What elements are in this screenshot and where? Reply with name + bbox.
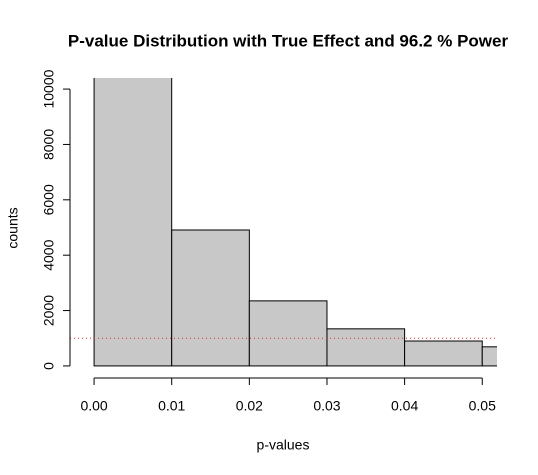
- bar: [326, 328, 406, 367]
- bar: [481, 346, 497, 367]
- plot-area: [93, 78, 497, 367]
- x-tick-label: 0.00: [80, 398, 107, 414]
- chart-title: P-value Distribution with True Effect an…: [68, 31, 509, 50]
- x-tick-label: 0.01: [158, 398, 185, 414]
- y-tick-label: 6000: [41, 184, 57, 215]
- y-tick-label: 10000: [41, 69, 57, 108]
- x-tick-label: 0.04: [391, 398, 418, 414]
- y-axis-title: counts: [5, 207, 21, 248]
- bar: [248, 300, 328, 367]
- bar: [93, 78, 173, 367]
- x-tick-label: 0.02: [236, 398, 263, 414]
- y-tick-label: 0: [41, 362, 57, 370]
- y-tick-label: 8000: [41, 129, 57, 160]
- x-tick-label: 0.03: [313, 398, 340, 414]
- x-axis-title: p-values: [257, 437, 310, 453]
- x-tick-label: 0.05: [469, 398, 496, 414]
- bar: [404, 340, 483, 367]
- y-tick-label: 4000: [41, 239, 57, 270]
- bar: [171, 229, 250, 367]
- y-tick-label: 2000: [41, 295, 57, 326]
